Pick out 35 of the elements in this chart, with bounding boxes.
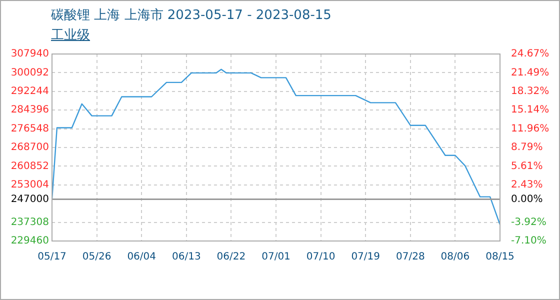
y2-tick-label: -7.10% — [511, 236, 546, 247]
y2-tick-label: 24.67% — [511, 48, 550, 60]
y2-tick-label: 11.96% — [511, 123, 550, 134]
x-tick-label: 07/28 — [396, 252, 425, 263]
y-tick-label: 237308 — [10, 216, 49, 228]
x-tick-label: 07/10 — [306, 252, 336, 263]
y-tick-label: 253004 — [10, 179, 49, 190]
y2-tick-label: -3.92% — [511, 216, 546, 228]
y-tick-label: 247000 — [10, 194, 49, 205]
x-tick-label: 08/15 — [486, 252, 514, 263]
x-tick-label: 06/22 — [216, 252, 246, 263]
y-tick-label: 276548 — [10, 123, 49, 134]
y-tick-label: 284396 — [10, 104, 49, 116]
x-tick-label: 06/13 — [172, 252, 201, 263]
y2-tick-label: 8.79% — [511, 142, 543, 154]
y-tick-label: 307940 — [10, 48, 49, 60]
y-tick-label: 300092 — [10, 67, 49, 78]
x-tick-label: 05/26 — [82, 252, 112, 263]
chart-title: 碳酸锂 上海 上海市 2023-05-17 - 2023-08-15 — [51, 7, 332, 25]
y-tick-label: 260852 — [10, 160, 49, 172]
y-tick-label: 229460 — [10, 236, 49, 247]
y-tick-label: 292244 — [10, 86, 49, 97]
x-tick-label: 07/19 — [351, 252, 380, 263]
y2-tick-label: 21.49% — [511, 67, 550, 78]
y2-tick-label: 18.32% — [511, 86, 550, 97]
y2-tick-label: 15.14% — [511, 104, 550, 116]
x-tick-label: 07/01 — [262, 252, 290, 263]
y-tick-label: 268700 — [10, 142, 49, 154]
chart-subtitle: 工业级 — [51, 27, 91, 45]
x-tick-label: 06/04 — [127, 252, 156, 263]
x-tick-label: 05/17 — [38, 252, 66, 263]
y2-tick-label: 2.43% — [511, 180, 543, 190]
y2-tick-label: 0.00% — [511, 194, 543, 205]
y2-tick-label: 5.61% — [511, 160, 543, 172]
x-tick-label: 08/06 — [440, 252, 470, 263]
